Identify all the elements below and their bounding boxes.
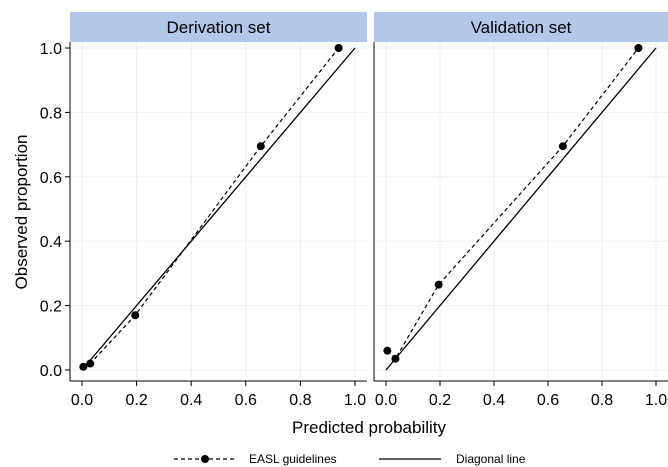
easl-data-point <box>383 346 392 355</box>
easl-data-point <box>391 354 400 363</box>
y-tick-label: 0.0 <box>40 363 62 380</box>
panel-title: Validation set <box>471 18 572 37</box>
x-tick-label: 0.6 <box>235 392 257 409</box>
y-tick-label: 0.2 <box>40 299 62 316</box>
y-tick-labels: 0.0 0.2 0.4 0.6 0.8 1.0 <box>40 41 70 380</box>
x-tick-label: 0.2 <box>125 392 147 409</box>
y-tick-label: 0.6 <box>40 170 62 187</box>
diagonal-line <box>81 47 356 371</box>
x-tick-label: 0.4 <box>483 392 505 409</box>
x-tick-labels: 0.0 0.2 0.4 0.6 0.8 1.0 <box>71 381 366 409</box>
easl-data-point <box>131 311 140 320</box>
panel-title: Derivation set <box>167 18 271 37</box>
panel-derivation: Derivation set 0.0 0.2 0.4 0.6 0.8 1.0 0.0 0.2… <box>40 12 367 409</box>
easl-data-point <box>79 362 88 371</box>
x-tick-label: 1.0 <box>344 392 366 409</box>
series-marks <box>383 44 657 371</box>
gridlines <box>373 42 668 382</box>
plot-area <box>70 42 367 381</box>
legend: EASL guidelines Diagonal line <box>174 452 526 466</box>
diagonal-line <box>385 47 657 371</box>
gridlines <box>69 42 367 382</box>
x-tick-label: 1.0 <box>645 392 667 409</box>
y-tick-label: 1.0 <box>40 41 62 58</box>
legend-item-diagonal: Diagonal line <box>379 452 526 466</box>
easl-data-point <box>434 280 443 289</box>
x-tick-label: 0.8 <box>289 392 311 409</box>
panel-header <box>70 12 367 42</box>
series-marks <box>79 44 356 371</box>
x-tick-label: 0.0 <box>375 392 397 409</box>
x-tick-label: 0.2 <box>429 392 451 409</box>
x-tick-label: 0.4 <box>180 392 202 409</box>
easl-data-point <box>86 359 95 368</box>
panel-header <box>374 12 668 42</box>
legend-item-easl: EASL guidelines <box>174 452 337 466</box>
easl-data-point <box>634 44 643 52</box>
y-tick-label: 0.4 <box>40 234 62 251</box>
easl-data-point <box>256 142 265 151</box>
legend-marker <box>201 455 209 463</box>
x-tick-label: 0.0 <box>71 392 93 409</box>
x-tick-label: 0.8 <box>591 392 613 409</box>
x-tick-labels: 0.0 0.2 0.4 0.6 0.8 1.0 <box>375 381 667 409</box>
x-axis-title: Predicted probability <box>292 418 447 437</box>
legend-label: EASL guidelines <box>249 452 337 466</box>
y-tick-label: 0.8 <box>40 105 62 122</box>
easl-data-point <box>558 142 567 151</box>
panel-validation: Validation set 0.0 0.2 0.4 0.6 0.8 1.0 <box>373 12 668 409</box>
y-axis-title: Observed proportion <box>12 135 31 290</box>
easl-data-point <box>334 44 343 52</box>
legend-label: Diagonal line <box>456 452 526 466</box>
x-tick-label: 0.6 <box>537 392 559 409</box>
plot-area <box>374 42 668 381</box>
